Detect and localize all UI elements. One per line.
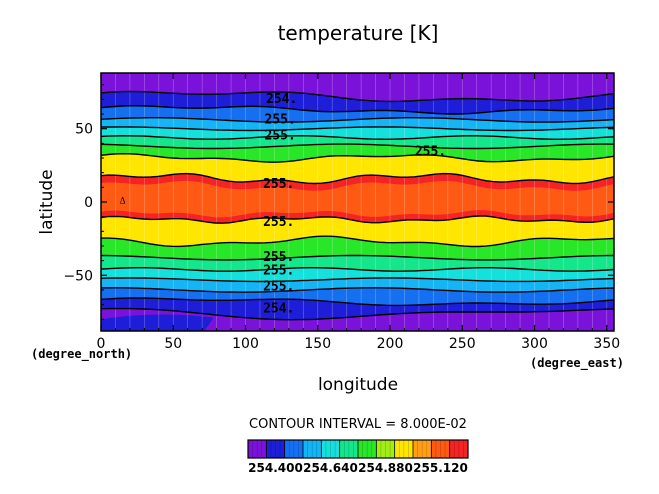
contour-line	[101, 297, 614, 307]
x-tick-label: 200	[377, 336, 404, 352]
contour-labels: 254.255.255.255.255.255.255.255.255.254.	[263, 92, 446, 317]
colorbar-swatch	[303, 440, 322, 458]
contour-line	[101, 172, 614, 185]
colorbar-swatch	[248, 440, 267, 458]
x-tick-label: 350	[593, 336, 620, 352]
contour-line	[101, 254, 614, 261]
contour-line	[101, 117, 614, 123]
contour-line	[101, 235, 614, 248]
colorbar-swatch	[394, 440, 413, 458]
contour-line	[101, 307, 614, 321]
colorbar-swatch	[431, 440, 450, 458]
contour-band	[101, 73, 614, 102]
x-axis-label: longitude	[318, 375, 398, 395]
contour-label: 255.	[265, 112, 296, 127]
contour-interval-note: CONTOUR INTERVAL = 8.000E-02	[249, 417, 467, 432]
contour-line	[101, 90, 614, 103]
colorbar	[247, 439, 469, 459]
contour-label: 254.	[266, 92, 297, 107]
contour-line	[101, 215, 614, 224]
colorbar-frame	[247, 439, 469, 459]
contour-line	[101, 126, 614, 132]
local-extremum-marker: Δ	[120, 195, 126, 205]
y-tick-label: 0	[84, 195, 93, 211]
contour-band	[101, 308, 614, 331]
contour-label: 254.	[263, 302, 294, 317]
colorbar-swatch	[376, 440, 395, 458]
contour-line	[101, 134, 614, 141]
x-tick-label: 50	[164, 336, 182, 352]
colorbar-label: 254.640	[303, 461, 358, 475]
y-unit-label: (degree_north)	[31, 347, 132, 362]
y-axis-ticks: 50 0 −50	[63, 84, 614, 320]
contour-band	[101, 126, 614, 140]
colorbar-label: 255.120	[413, 461, 468, 475]
colorbar-swatch	[321, 440, 340, 458]
x-tick-label: 300	[521, 336, 548, 352]
contour-line	[101, 152, 614, 163]
contour-band	[101, 314, 214, 331]
contour-line	[101, 277, 614, 283]
y-axis-label: latitude	[37, 169, 57, 234]
contour-band	[101, 267, 614, 282]
x-tick-label: 100	[232, 336, 259, 352]
contour-lines: Δ	[101, 90, 614, 321]
colorbar-swatch	[449, 440, 468, 458]
contour-line	[101, 143, 614, 150]
x-tick-label: 0	[97, 336, 106, 352]
contour-line	[101, 105, 614, 115]
contour-line	[101, 267, 614, 272]
x-tick-label: 250	[449, 336, 476, 352]
x-tick-label: 150	[304, 336, 331, 352]
contour-label: 255.	[263, 177, 294, 192]
y-tick-label: 50	[75, 122, 93, 138]
contour-band	[101, 105, 614, 123]
colorbar-swatch	[266, 440, 285, 458]
chart-title: temperature [K]	[278, 21, 439, 45]
contour-band	[101, 153, 614, 184]
colorbar-label: 254.400	[248, 461, 303, 475]
contour-label: 255.	[263, 263, 294, 278]
contour-band	[101, 236, 614, 260]
contour-band	[101, 135, 614, 149]
plot-area	[101, 73, 614, 331]
x-unit-label: (degree_east)	[530, 356, 624, 371]
contour-band	[101, 91, 614, 114]
contour-label: 255.	[265, 129, 296, 144]
x-axis-ticks: 0 50 100 150 200 250 300 350	[97, 73, 620, 352]
contour-label: 255.	[263, 215, 294, 230]
colorbar-swatch	[284, 440, 303, 458]
colorbar-swatch	[358, 440, 377, 458]
contour-line	[101, 287, 614, 293]
y-tick-label: −50	[63, 268, 93, 284]
colorbar-labels: 254.400 254.640 254.880 255.120	[248, 461, 468, 475]
colorbar-label: 254.880	[358, 461, 413, 475]
contour-label: 255.	[415, 145, 446, 160]
colorbar-swatch	[413, 440, 432, 458]
contour-band	[101, 180, 614, 218]
colorbar-swatch	[339, 440, 358, 458]
contour-band	[101, 216, 614, 247]
contour-label: 255.	[263, 280, 294, 295]
contour-label: 255.	[263, 250, 294, 265]
